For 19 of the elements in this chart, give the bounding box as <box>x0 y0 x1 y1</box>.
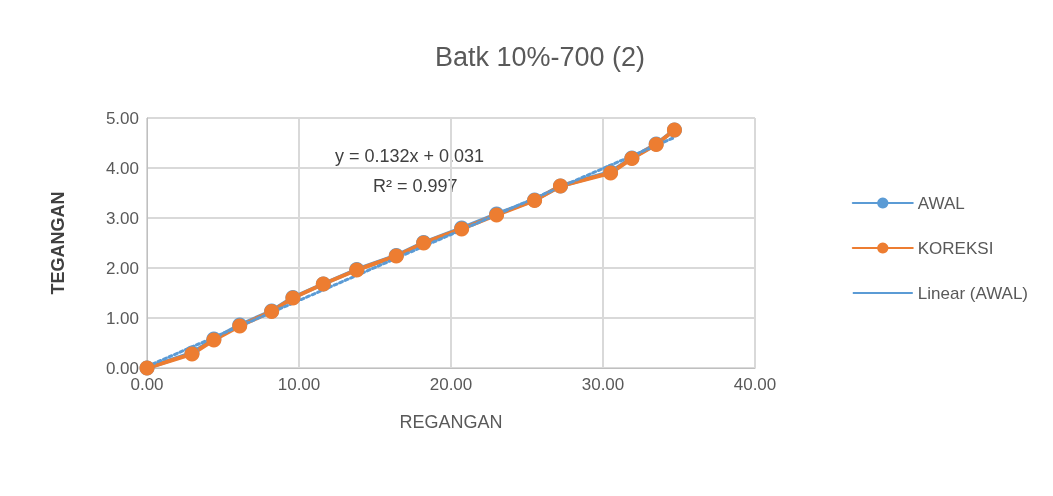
x-tick-label: 10.00 <box>277 375 321 394</box>
y-axis-title: TEGANGAN <box>48 191 68 295</box>
x-tick-label: 40.00 <box>733 375 777 394</box>
annotation: y = 0.132x + 0.031 <box>335 146 485 166</box>
legend-label: AWAL <box>917 193 965 213</box>
y-tick-label: 1.00 <box>105 308 139 328</box>
y-tick-label: 5.00 <box>105 108 139 128</box>
x-tick-label: 0.00 <box>130 375 164 394</box>
x-tick-label: 30.00 <box>581 375 625 394</box>
x-tick-label: 20.00 <box>429 375 473 394</box>
legend-label: Linear (AWAL) <box>917 283 1028 303</box>
y-tick-label: 4.00 <box>105 158 139 178</box>
x-axis-title: REGANGAN <box>399 412 503 432</box>
y-tick-label: 3.00 <box>105 208 139 228</box>
legend-label: KOREKSI <box>917 238 994 258</box>
y-tick-label: 2.00 <box>105 258 139 278</box>
annotation: R² = 0.997 <box>373 176 458 196</box>
y-tick-label: 0.00 <box>105 358 139 378</box>
chart-title: Batk 10%-700 (2) <box>434 41 646 72</box>
